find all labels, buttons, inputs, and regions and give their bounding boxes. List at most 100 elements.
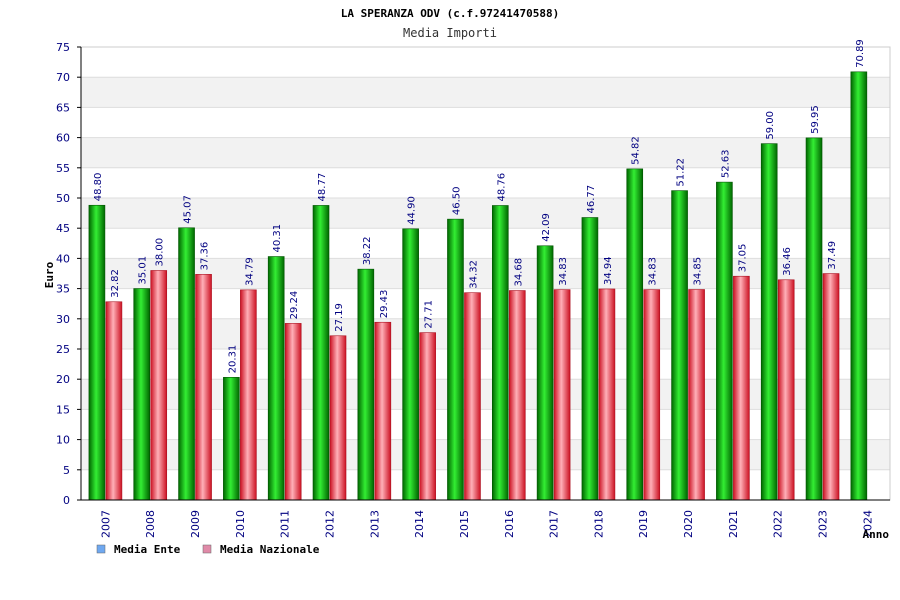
bar-media-nazionale [105,301,123,501]
y-tick-label: 50 [56,192,70,205]
bar-value-label: 32.82 [110,269,121,298]
bar-value-label: 48.77 [317,173,328,202]
x-tick-label: 2007 [99,510,112,538]
bar-media-ente [447,218,464,501]
bar-media-ente [223,377,240,501]
x-tick-label: 2019 [637,510,650,538]
bar-value-label: 51.22 [676,158,687,187]
bar-media-ente [88,204,106,501]
bar-media-ente [267,256,285,501]
bar-media-ente [312,205,330,501]
bar-media-nazionale [150,270,168,501]
bar-value-label: 37.49 [827,241,838,270]
grid-band [81,258,890,289]
x-tick-label: 2016 [503,510,516,538]
x-tick-label: 2018 [592,510,605,538]
bar-value-label: 42.09 [541,213,552,242]
y-axis: 0 5 10 15 20 25 30 35 40 45 50 55 60 65 70 75 [56,41,82,507]
bar-value-label: 38.22 [362,237,373,266]
bar-value-label: 34.94 [603,256,614,285]
bar-value-label: 37.36 [200,242,211,271]
x-tick-label: 2010 [234,510,247,538]
bar-value-label: 29.43 [379,290,390,319]
x-tick-label: 2017 [548,510,561,538]
bar-value-label: 45.07 [183,195,194,224]
bar-value-label: 27.71 [424,300,435,329]
legend: Media Ente Media Nazionale [96,543,320,556]
bar-media-ente [402,228,419,501]
bar-value-label: 37.05 [737,244,748,273]
bars: 48.80 32.82 35.01 38.00 45.07 37.36 20.31 34.79… [88,39,868,501]
bar-value-label: 36.46 [782,247,793,276]
x-tick-label: 2015 [458,510,471,538]
x-tick-label: 2022 [772,510,785,538]
bar-media-nazionale [553,289,571,501]
grid-band [81,439,890,470]
x-tick-label: 2021 [727,510,740,538]
bar-value-label: 38.00 [155,238,166,267]
grid-band [81,137,890,168]
bar-media-nazionale [508,290,526,501]
y-axis-label: Euro [43,261,56,288]
bar-media-nazionale [374,321,392,501]
grid-band [81,47,890,78]
y-tick-label: 10 [56,434,70,447]
bar-media-ente [805,137,823,501]
bar-media-nazionale [419,332,436,501]
x-tick-label: 2020 [682,510,695,538]
bar-media-ente [357,268,375,501]
bar-media-ente [716,181,733,501]
bar-media-nazionale [688,289,705,501]
bar-value-label: 48.80 [93,173,104,202]
bar-media-nazionale [240,289,257,501]
grid-band [81,107,890,138]
bar-media-nazionale [777,279,795,501]
y-tick-label: 5 [63,464,70,477]
y-tick-label: 60 [56,132,70,145]
bar-media-ente [626,168,644,501]
bar-media-nazionale [733,275,750,501]
y-tick-label: 75 [56,41,70,54]
bar-value-label: 46.50 [451,186,462,215]
y-tick-label: 55 [56,162,70,175]
legend-label: Media Nazionale [220,543,320,556]
x-tick-label: 2024 [861,510,874,538]
x-tick-label: 2008 [144,510,157,538]
grid-band [81,198,890,229]
bar-value-label: 70.89 [855,39,866,68]
y-tick-label: 40 [56,252,70,265]
grid-band [81,318,890,349]
y-tick-label: 25 [56,343,70,356]
y-tick-label: 45 [56,222,70,235]
bar-value-label: 46.77 [586,185,597,214]
bar-media-nazionale [598,288,616,501]
grid-band [81,288,890,319]
x-axis: 2007 2008 2009 2010 2011 2012 2013 2014 2015 2016… [81,499,890,538]
bar-value-label: 34.83 [558,257,569,286]
bar-value-label: 34.83 [648,257,659,286]
bar-value-label: 27.19 [334,303,345,332]
bar-media-ente [491,205,509,501]
y-tick-label: 30 [56,313,70,326]
chart-subtitle: Media Importi [403,26,497,40]
x-tick-label: 2012 [324,510,337,538]
legend-swatch [96,544,106,554]
grid-band [81,228,890,259]
y-tick-label: 20 [56,373,70,386]
x-tick-label: 2011 [279,510,292,538]
x-tick-label: 2023 [817,510,830,538]
bar-media-nazionale [284,323,302,501]
grid-band [81,409,890,440]
x-tick-label: 2009 [189,510,202,538]
legend-label: Media Ente [114,543,181,556]
plot-background [81,47,890,500]
bar-value-label: 35.01 [138,256,149,285]
bar-value-label: 59.95 [810,105,821,134]
legend-swatch [202,544,212,554]
bar-value-label: 52.63 [720,149,731,178]
bar-media-ente [760,143,778,501]
bar-media-nazionale [643,289,661,501]
y-tick-label: 35 [56,283,70,296]
grid-band [81,379,890,410]
